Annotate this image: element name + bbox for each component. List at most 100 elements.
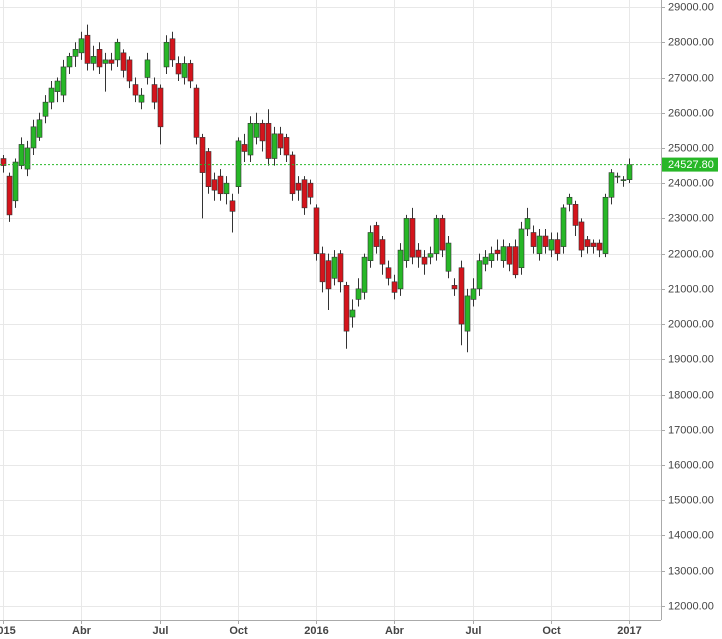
candle-body <box>307 182 314 198</box>
candle-body <box>536 235 543 254</box>
candle-body <box>542 235 549 247</box>
candle-body <box>108 59 115 64</box>
y-tick-label: 13000.00 <box>668 565 714 577</box>
candle-body <box>572 204 579 226</box>
candle-body <box>602 196 609 254</box>
candle-body <box>259 122 266 142</box>
candle-body <box>482 256 489 265</box>
candle-body <box>289 154 296 195</box>
candle-body <box>355 288 362 300</box>
candle-body <box>138 94 145 103</box>
candle-body <box>403 218 410 261</box>
candle-body <box>608 172 615 198</box>
candle-body <box>566 196 573 205</box>
candle-body <box>151 84 158 103</box>
x-tick-label: Jul <box>153 625 169 637</box>
x-tick-label: Jul <box>466 625 482 637</box>
candle-body <box>169 38 176 61</box>
candle-body <box>518 228 525 269</box>
candle-body <box>54 80 61 92</box>
candle-body <box>343 285 350 332</box>
x-tick-label: Abr <box>72 625 92 637</box>
x-tick-label: 2016 <box>304 625 328 637</box>
candle-body <box>193 87 200 138</box>
candle-body <box>614 175 621 178</box>
candle-body <box>277 133 284 149</box>
candle-body <box>373 225 380 247</box>
candle-body <box>205 151 212 188</box>
candle-body <box>331 256 338 279</box>
candle-body <box>126 59 133 82</box>
candle-body <box>319 253 326 283</box>
candle-body <box>349 309 356 318</box>
candle-body <box>283 137 290 156</box>
x-tick-label: Oct <box>229 625 248 637</box>
candle-body <box>66 56 73 68</box>
candle-body <box>451 285 458 290</box>
y-tick-label: 16000.00 <box>668 459 714 471</box>
candle-body <box>530 232 537 247</box>
candle-body <box>181 63 188 78</box>
y-tick-label: 19000.00 <box>668 353 714 365</box>
candle-body <box>301 179 308 209</box>
y-tick-label: 25000.00 <box>668 142 714 154</box>
candle-body <box>0 158 7 166</box>
candle-body <box>6 175 13 216</box>
y-tick-label: 23000.00 <box>668 212 714 224</box>
candle-body <box>385 267 392 279</box>
candle-body <box>458 267 465 325</box>
x-tick-label: Oct <box>542 625 561 637</box>
candle-body <box>548 239 555 251</box>
candle-body <box>512 246 519 276</box>
candle-body <box>313 207 320 254</box>
y-tick-label: 18000.00 <box>668 389 714 401</box>
candle-body <box>157 87 164 128</box>
candle-body <box>409 218 416 258</box>
candle-body <box>584 239 591 247</box>
candle-body <box>90 56 97 64</box>
candle-body <box>500 246 507 261</box>
candle-body <box>361 256 368 293</box>
candle-body <box>379 239 386 265</box>
candle-body <box>24 147 31 170</box>
candle-body <box>439 218 446 251</box>
candle-body <box>42 101 49 117</box>
candle-body <box>476 260 483 290</box>
candle-body <box>578 221 585 251</box>
y-tick-label: 15000.00 <box>668 494 714 506</box>
candle-body <box>78 38 85 54</box>
candle-body <box>427 253 434 258</box>
last-price-box <box>662 157 718 172</box>
candle-body <box>506 246 513 265</box>
candle-body <box>295 182 302 191</box>
candle-body <box>445 242 452 272</box>
y-tick-label: 26000.00 <box>668 107 714 119</box>
y-tick-label: 12000.00 <box>668 600 714 612</box>
candle-body <box>470 288 477 300</box>
candle-body <box>30 126 37 149</box>
candle-body <box>18 144 25 166</box>
candle-body <box>397 249 404 290</box>
candle-body <box>144 59 151 78</box>
last-price-label: 24527.80 <box>668 159 714 171</box>
candle-body <box>102 59 109 64</box>
candle-body <box>36 119 43 138</box>
candle-body <box>265 122 272 159</box>
candle-body <box>241 144 248 152</box>
candle-body <box>211 179 218 191</box>
candle-body <box>325 260 332 290</box>
candle-body <box>391 281 398 293</box>
candle-body <box>247 122 254 156</box>
y-tick-label: 28000.00 <box>668 36 714 48</box>
candle-body <box>367 232 374 261</box>
candle-body <box>524 218 531 230</box>
y-tick-label: 20000.00 <box>668 318 714 330</box>
candle-body <box>48 87 55 103</box>
candle-body <box>120 52 127 71</box>
candle-body <box>132 84 139 96</box>
candle-body <box>415 249 422 258</box>
candle-body <box>464 295 471 332</box>
candle-body <box>590 242 597 247</box>
